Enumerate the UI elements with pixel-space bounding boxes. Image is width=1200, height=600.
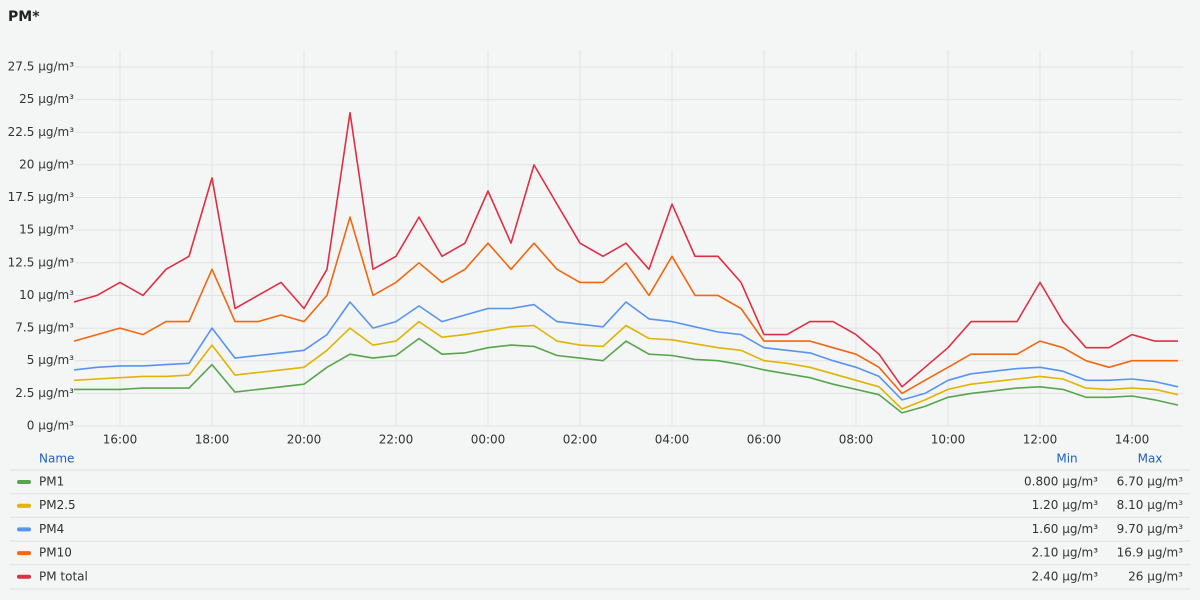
- x-tick-label: 02:00: [563, 433, 598, 447]
- y-tick-label: 2.5 µg/m³: [15, 386, 74, 400]
- x-tick-label: 00:00: [471, 433, 506, 447]
- y-tick-label: 7.5 µg/m³: [15, 321, 74, 335]
- series-line: [74, 337, 1179, 414]
- y-tick-label: 22.5 µg/m³: [8, 125, 75, 139]
- y-tick-label: 25 µg/m³: [19, 92, 74, 106]
- x-tick-label: 14:00: [1115, 433, 1150, 447]
- x-tick-label: 08:00: [839, 433, 874, 447]
- legend-min: 2.40 µg/m³: [1032, 569, 1099, 583]
- y-tick-label: 5 µg/m³: [27, 353, 74, 367]
- legend-min: 1.60 µg/m³: [1032, 522, 1099, 536]
- legend-min: 1.20 µg/m³: [1032, 498, 1099, 512]
- legend-min: 0.800 µg/m³: [1024, 475, 1098, 489]
- plot-area: [73, 111, 1179, 414]
- legend-name[interactable]: PM10: [39, 546, 72, 560]
- legend-min: 2.10 µg/m³: [1032, 546, 1099, 560]
- grid: 0 µg/m³ 2.5 µg/m³ 5 µg/m³ 7.5 µg/m³ 10 µg/m³…: [8, 50, 1183, 447]
- x-tick-label: 12:00: [1023, 433, 1058, 447]
- series-line: [73, 111, 1178, 388]
- legend-swatch: [17, 480, 31, 484]
- y-tick-label: 27.5 µg/m³: [8, 59, 75, 73]
- y-tick-label: 15 µg/m³: [19, 223, 74, 237]
- legend-header[interactable]: Min: [1056, 452, 1077, 466]
- y-tick-label: 12.5 µg/m³: [8, 255, 75, 269]
- legend-swatch: [17, 527, 31, 532]
- y-tick-label: 0 µg/m³: [27, 419, 74, 433]
- x-tick-label: 10:00: [931, 433, 966, 447]
- legend-header[interactable]: Max: [1138, 452, 1163, 466]
- x-tick-label: 06:00: [747, 433, 782, 447]
- legend-name[interactable]: PM total: [39, 569, 88, 583]
- legend-max: 9.70 µg/m³: [1117, 522, 1184, 536]
- x-tick-label: 18:00: [195, 433, 230, 447]
- x-tick-label: 04:00: [655, 433, 690, 447]
- legend-swatch: [17, 551, 31, 556]
- series-line: [73, 216, 1178, 395]
- series-line: [73, 320, 1179, 410]
- y-tick-label: 17.5 µg/m³: [8, 190, 75, 204]
- legend-max: 26 µg/m³: [1128, 569, 1183, 583]
- series-line: [73, 301, 1179, 401]
- x-tick-label: 16:00: [103, 433, 138, 447]
- legend-name[interactable]: PM4: [39, 522, 64, 536]
- legend-max: 6.70 µg/m³: [1117, 475, 1184, 489]
- y-tick-label: 10 µg/m³: [19, 288, 74, 302]
- legend-name[interactable]: PM2.5: [39, 498, 76, 512]
- legend-swatch: [17, 574, 31, 579]
- legend-max: 16.9 µg/m³: [1117, 546, 1184, 560]
- panel-title: PM*: [8, 9, 40, 25]
- x-tick-label: 20:00: [287, 433, 322, 447]
- y-tick-label: 20 µg/m³: [19, 157, 74, 171]
- x-tick-label: 22:00: [379, 433, 414, 447]
- legend-header: Name: [39, 452, 74, 466]
- legend[interactable]: Name Min Max PM1 0.800 µg/m³ 6.70 µg/m³ PM2.5 1…: [10, 452, 1190, 590]
- legend-name[interactable]: PM1: [39, 475, 64, 489]
- legend-swatch: [17, 503, 31, 508]
- legend-max: 8.10 µg/m³: [1117, 498, 1184, 512]
